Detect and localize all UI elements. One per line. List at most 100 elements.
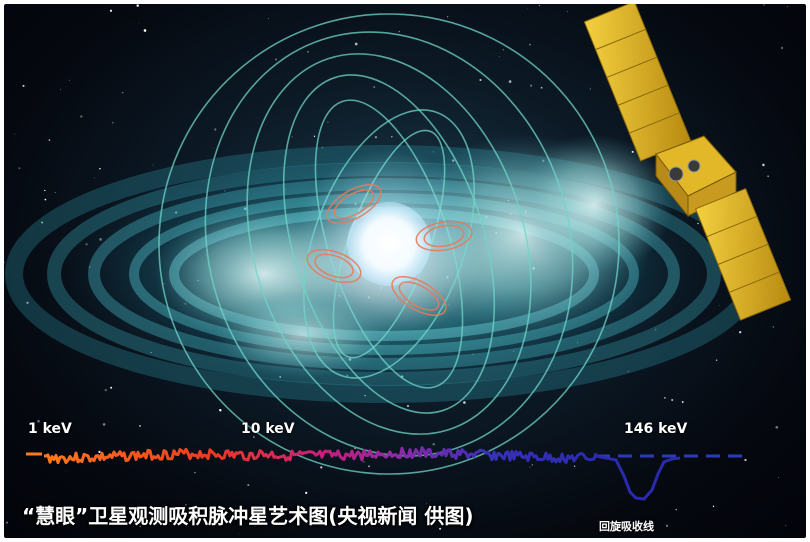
xray-spectrum bbox=[26, 446, 746, 501]
star-dot bbox=[139, 424, 141, 427]
energy-label-1kev: 1 keV bbox=[28, 421, 72, 437]
star-dot bbox=[432, 443, 435, 446]
star-dot bbox=[268, 18, 269, 19]
star-dot bbox=[439, 527, 442, 530]
star-dot bbox=[502, 49, 504, 51]
pulsar-star bbox=[347, 202, 431, 286]
star-dot bbox=[247, 484, 250, 487]
star-dot bbox=[527, 7, 528, 9]
star-dot bbox=[529, 43, 531, 46]
star-dot bbox=[327, 121, 329, 124]
star-dot bbox=[152, 164, 154, 166]
star-dot bbox=[122, 92, 124, 94]
star-dot bbox=[112, 121, 114, 124]
star-dot bbox=[217, 510, 218, 512]
star-dot bbox=[744, 458, 747, 462]
star-dot bbox=[479, 78, 482, 82]
star-dot bbox=[499, 56, 501, 58]
star-dot bbox=[786, 6, 788, 8]
star-dot bbox=[391, 136, 393, 138]
star-dot bbox=[4, 261, 5, 263]
star-dot bbox=[239, 532, 240, 534]
star-dot bbox=[26, 301, 29, 304]
star-dot bbox=[143, 29, 147, 32]
star-dot bbox=[305, 491, 308, 495]
star-dot bbox=[65, 470, 67, 472]
star-dot bbox=[777, 476, 780, 479]
star-dot bbox=[14, 133, 16, 135]
image-caption: “慧眼”卫星观测吸积脉冲星艺术图(央视新闻 供图) bbox=[22, 504, 474, 528]
star-dot bbox=[291, 136, 293, 138]
star-dot bbox=[195, 506, 197, 508]
star-dot bbox=[274, 58, 278, 61]
star-dot bbox=[139, 525, 142, 528]
artwork-scene: 1 keV 10 keV 146 keV 回旋吸收线 “慧眼”卫星观测吸积脉冲星… bbox=[4, 4, 806, 538]
star-dot bbox=[99, 167, 101, 170]
star-dot bbox=[37, 419, 40, 423]
star-dot bbox=[68, 79, 70, 81]
polar-hotspot-rings bbox=[306, 183, 473, 317]
star-dot bbox=[681, 401, 684, 403]
star-dot bbox=[80, 115, 83, 118]
star-dot bbox=[671, 398, 674, 402]
star-dot bbox=[762, 163, 765, 167]
star-dot bbox=[194, 471, 196, 474]
star-dot bbox=[463, 401, 466, 404]
star-dot bbox=[767, 175, 769, 177]
star-dot bbox=[763, 4, 765, 6]
star-dot bbox=[538, 4, 540, 7]
star-dot bbox=[307, 51, 309, 53]
star-dot bbox=[369, 515, 372, 518]
star-dot bbox=[664, 397, 666, 399]
star-dot bbox=[540, 86, 543, 89]
star-dot bbox=[739, 331, 742, 334]
star-dot bbox=[627, 370, 629, 372]
star-dot bbox=[712, 505, 715, 508]
star-dot bbox=[426, 503, 427, 505]
star-dot bbox=[531, 464, 533, 466]
star-dot bbox=[697, 222, 699, 225]
star-dot bbox=[446, 16, 449, 18]
star-dot bbox=[530, 84, 533, 87]
star-dot bbox=[109, 9, 113, 12]
star-dot bbox=[41, 221, 44, 224]
satellite-body bbox=[655, 135, 737, 218]
star-dot bbox=[44, 198, 47, 201]
star-dot bbox=[589, 88, 591, 90]
star-dot bbox=[715, 359, 718, 361]
star-dot bbox=[136, 4, 139, 7]
star-dot bbox=[363, 461, 365, 463]
star-dot bbox=[22, 84, 25, 87]
star-dot bbox=[675, 508, 677, 511]
star-dot bbox=[313, 135, 316, 137]
star-dot bbox=[185, 504, 187, 506]
star-dot bbox=[44, 189, 46, 192]
cyclotron-absorption-dip bbox=[595, 454, 681, 501]
star-dot bbox=[775, 425, 779, 429]
star-dot bbox=[508, 80, 512, 83]
star-dot bbox=[98, 450, 101, 454]
star-dot bbox=[374, 136, 378, 139]
star-dot bbox=[138, 23, 140, 25]
star-dot bbox=[398, 30, 400, 33]
star-dot bbox=[253, 436, 255, 438]
star-dot bbox=[780, 46, 784, 50]
star-dot bbox=[354, 42, 358, 46]
star-dot bbox=[104, 388, 108, 392]
star-dot bbox=[785, 524, 787, 526]
energy-label-146kev: 146 keV bbox=[624, 421, 688, 437]
star-dot bbox=[567, 11, 569, 13]
star-dot bbox=[320, 466, 323, 469]
star-dot bbox=[718, 304, 720, 306]
magnetar-illustration bbox=[4, 4, 792, 534]
star-dot bbox=[373, 86, 376, 88]
star-dot bbox=[368, 465, 370, 468]
energy-label-10kev: 10 keV bbox=[241, 421, 295, 437]
star-dot bbox=[219, 409, 222, 412]
star-dot bbox=[54, 191, 56, 194]
star-dot bbox=[573, 465, 576, 467]
star-dot bbox=[407, 405, 409, 407]
star-dot bbox=[60, 89, 61, 90]
star-dot bbox=[110, 386, 113, 389]
star-dot bbox=[772, 326, 774, 328]
